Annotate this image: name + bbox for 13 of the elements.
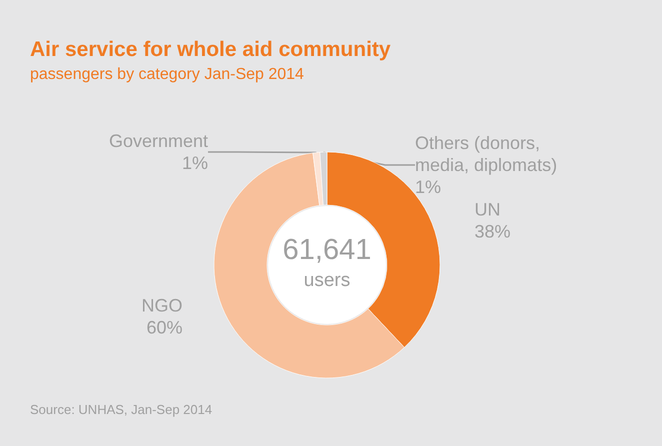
source-note: Source: UNHAS, Jan-Sep 2014 xyxy=(30,402,212,417)
data-label: 1% xyxy=(415,177,442,197)
chart-subtitle: passengers by category Jan-Sep 2014 xyxy=(30,66,304,84)
slice-label: UN xyxy=(474,199,501,220)
text: 61,641 xyxy=(282,234,372,267)
slice-label: NGO xyxy=(142,296,183,316)
chart-title: Air service for whole aid community xyxy=(30,38,391,62)
data-label: 60% xyxy=(146,318,183,338)
data-label: 38% xyxy=(474,221,511,242)
data-label: 1% xyxy=(182,153,208,173)
slice-label: Government xyxy=(108,131,208,151)
text: users xyxy=(302,270,352,292)
slice-label: Others (donors, media, diplomats) xyxy=(415,133,558,175)
